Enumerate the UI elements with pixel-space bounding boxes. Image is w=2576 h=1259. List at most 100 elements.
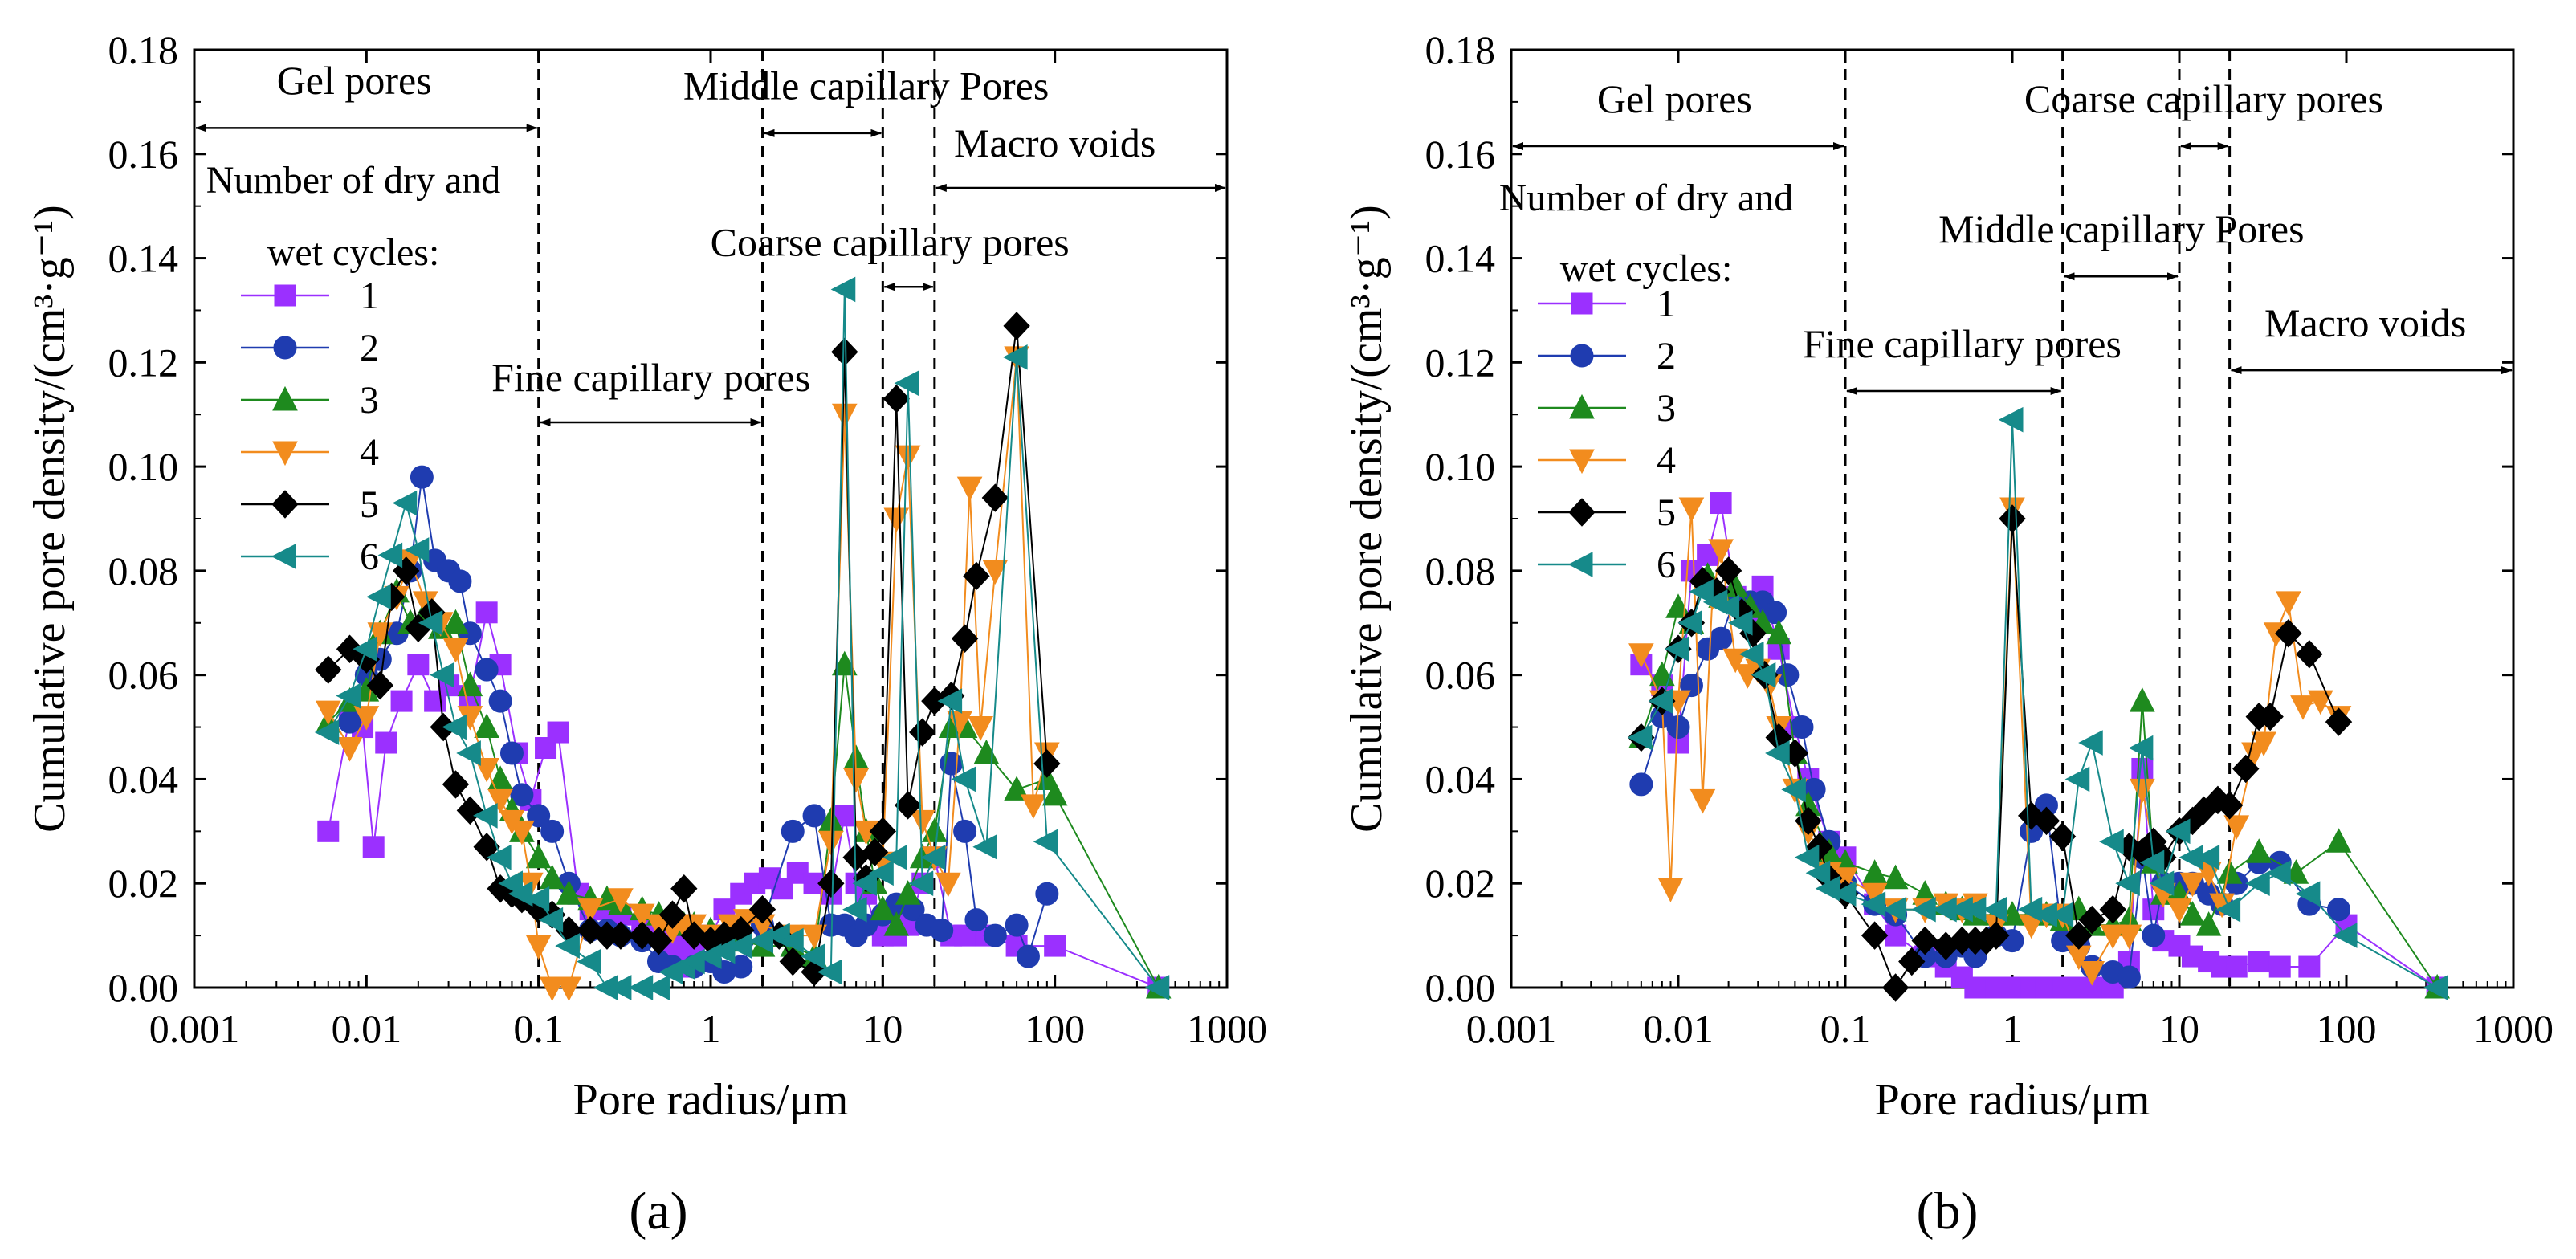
data-point	[525, 935, 552, 960]
legend-marker	[271, 544, 296, 569]
data-point	[963, 561, 990, 591]
data-point	[1648, 688, 1673, 714]
data-point	[951, 624, 979, 653]
data-point	[1689, 788, 1716, 814]
data-point	[883, 911, 910, 936]
data-point	[1998, 406, 2024, 433]
data-point	[2245, 870, 2270, 897]
data-point	[843, 768, 869, 793]
data-point	[475, 658, 499, 682]
x-tick-label: 10	[2159, 1006, 2199, 1051]
data-point	[1016, 944, 1040, 968]
data-point	[1794, 844, 1820, 870]
data-point	[407, 654, 430, 676]
y-tick-label: 0.16	[108, 132, 179, 177]
data-point	[1714, 556, 1742, 585]
region-label: Coarse capillary pores	[711, 219, 1070, 264]
data-point	[577, 898, 604, 923]
data-point	[475, 601, 498, 624]
data-point	[1041, 780, 1068, 806]
data-point	[908, 870, 934, 897]
x-tick-label: 10	[862, 1006, 903, 1051]
legend-title-line2: wet cycles:	[1560, 247, 1733, 290]
data-point	[2078, 905, 2105, 935]
data-point	[800, 943, 825, 969]
data-point	[456, 796, 484, 825]
data-point	[2130, 778, 2155, 804]
legend-item-3: 3	[241, 379, 379, 422]
data-point	[315, 655, 342, 684]
data-point	[1710, 492, 1732, 515]
legend-title-line1: Number of dry and	[206, 159, 501, 202]
data-point	[2065, 921, 2093, 950]
legend-item-2: 2	[1538, 335, 1676, 377]
data-point	[861, 837, 889, 867]
data-point	[336, 737, 363, 762]
data-point	[964, 908, 988, 932]
region-label: Middle capillary Pores	[683, 63, 1049, 108]
data-point	[2256, 702, 2284, 731]
legend-marker	[1571, 292, 1593, 315]
data-point	[894, 370, 919, 397]
x-tick-label: 1	[701, 1006, 721, 1051]
data-point	[430, 662, 454, 688]
data-point	[1033, 829, 1058, 855]
data-point	[1999, 504, 2026, 533]
data-point	[456, 740, 481, 766]
data-point	[981, 483, 1009, 512]
x-tick-label: 1	[2003, 1006, 2023, 1051]
data-point	[547, 721, 569, 744]
data-point	[2128, 735, 2154, 761]
y-tick-label: 0.00	[1425, 965, 1496, 1010]
data-point	[2115, 870, 2140, 897]
data-point	[951, 766, 976, 792]
data-point	[831, 403, 858, 429]
y-axis-label: Cumulative pore density/(cm³·g⁻¹)	[1342, 205, 1392, 833]
data-point	[1831, 881, 1857, 907]
legend-label: 5	[360, 483, 379, 526]
data-point	[670, 874, 698, 903]
legend-label: 1	[360, 275, 379, 317]
data-point	[2048, 822, 2077, 851]
data-point	[556, 880, 582, 905]
data-point	[937, 688, 963, 714]
data-point	[2179, 872, 2206, 898]
x-tick-label: 1000	[2473, 1006, 2554, 1051]
y-tick-label: 0.02	[108, 861, 179, 906]
region-label: Macro voids	[954, 120, 1156, 165]
data-point	[2195, 911, 2222, 936]
legend-marker	[272, 385, 298, 411]
data-point	[338, 710, 362, 734]
data-point	[1861, 859, 1888, 884]
data-point	[392, 490, 418, 516]
data-point	[817, 869, 845, 898]
data-point	[1805, 860, 1831, 886]
data-point	[983, 923, 1007, 947]
data-point	[2276, 591, 2301, 616]
legend-label: 5	[1657, 491, 1676, 534]
data-point	[842, 896, 867, 923]
legend-marker	[1568, 498, 1596, 527]
data-point	[448, 569, 472, 593]
data-point	[1003, 312, 1030, 340]
data-point	[362, 836, 385, 858]
legend-label: 4	[1657, 439, 1676, 482]
data-point	[2195, 844, 2220, 870]
data-point	[2048, 902, 2074, 927]
data-point	[1005, 913, 1029, 937]
y-tick-label: 0.08	[108, 548, 179, 593]
y-tick-label: 0.06	[108, 653, 179, 698]
data-point	[336, 682, 361, 709]
data-point	[353, 706, 380, 731]
data-point	[442, 638, 469, 663]
data-point	[2116, 924, 2142, 950]
y-tick-label: 0.14	[1425, 236, 1496, 281]
data-point	[608, 888, 634, 913]
data-point	[1765, 740, 1790, 766]
data-point	[831, 337, 858, 367]
data-point	[2215, 896, 2241, 923]
panel-label-a: (a)	[629, 1182, 687, 1241]
data-point	[1781, 776, 1806, 803]
data-point	[556, 976, 582, 1002]
x-tick-label: 0.1	[1820, 1006, 1871, 1051]
